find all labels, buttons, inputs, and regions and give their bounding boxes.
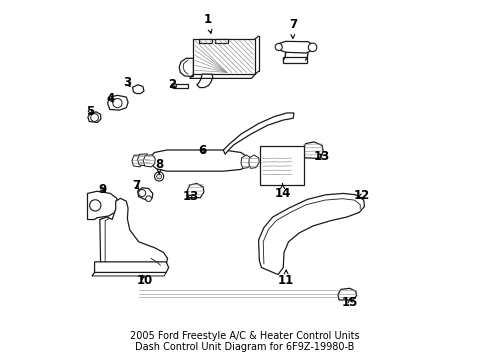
Circle shape <box>145 196 151 202</box>
Polygon shape <box>276 154 291 178</box>
Polygon shape <box>302 142 323 158</box>
Circle shape <box>156 174 161 179</box>
Polygon shape <box>87 191 117 220</box>
Polygon shape <box>197 74 212 87</box>
Polygon shape <box>262 154 277 178</box>
Polygon shape <box>241 155 251 168</box>
Polygon shape <box>193 39 255 74</box>
Circle shape <box>139 189 145 197</box>
Polygon shape <box>137 188 152 200</box>
Polygon shape <box>107 95 128 110</box>
Polygon shape <box>198 39 212 43</box>
Text: 7: 7 <box>132 180 140 193</box>
Text: 7: 7 <box>288 18 296 39</box>
Polygon shape <box>174 84 188 87</box>
Circle shape <box>90 114 98 121</box>
Circle shape <box>154 172 163 181</box>
Bar <box>260 146 304 185</box>
Text: 2: 2 <box>168 78 176 91</box>
Polygon shape <box>337 288 356 300</box>
Text: 13: 13 <box>182 190 198 203</box>
Polygon shape <box>186 184 203 198</box>
Polygon shape <box>100 198 167 268</box>
Text: 2005 Ford Freestyle A/C & Heater Control Units
Dash Control Unit Diagram for 6F9: 2005 Ford Freestyle A/C & Heater Control… <box>129 331 359 352</box>
Polygon shape <box>137 154 149 166</box>
Polygon shape <box>258 193 364 275</box>
Text: 5: 5 <box>86 105 94 118</box>
Polygon shape <box>150 150 249 171</box>
Polygon shape <box>223 113 293 154</box>
Polygon shape <box>179 58 193 77</box>
Text: 14: 14 <box>274 184 290 200</box>
Text: 13: 13 <box>313 149 329 162</box>
Polygon shape <box>132 155 143 167</box>
Bar <box>195 41 253 72</box>
Polygon shape <box>143 155 155 167</box>
Circle shape <box>89 200 101 211</box>
Polygon shape <box>276 41 313 53</box>
Polygon shape <box>214 39 227 43</box>
Text: 9: 9 <box>99 183 106 196</box>
Text: 6: 6 <box>198 144 206 157</box>
Text: 4: 4 <box>106 93 114 105</box>
Text: 3: 3 <box>122 76 131 90</box>
Polygon shape <box>283 57 306 63</box>
Circle shape <box>308 43 316 51</box>
Polygon shape <box>132 85 143 94</box>
Text: 12: 12 <box>353 189 369 202</box>
Text: 15: 15 <box>342 296 358 309</box>
Polygon shape <box>94 262 168 273</box>
Circle shape <box>171 83 176 88</box>
Polygon shape <box>248 155 259 168</box>
Text: 8: 8 <box>155 158 163 174</box>
Text: 11: 11 <box>278 270 294 287</box>
Text: 10: 10 <box>137 274 153 287</box>
Text: 1: 1 <box>203 13 211 33</box>
Circle shape <box>275 44 282 50</box>
Circle shape <box>113 99 122 108</box>
Polygon shape <box>88 112 101 122</box>
